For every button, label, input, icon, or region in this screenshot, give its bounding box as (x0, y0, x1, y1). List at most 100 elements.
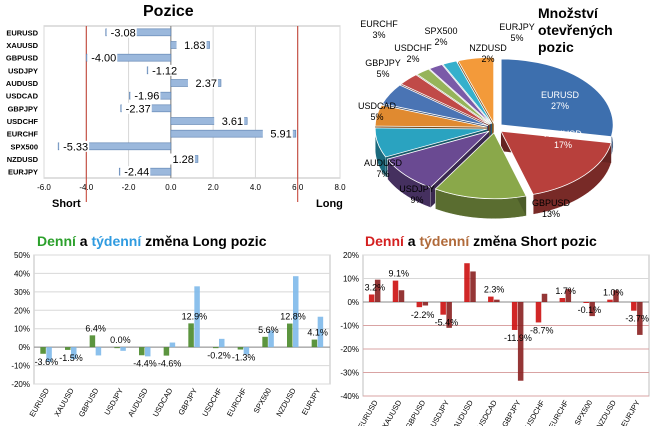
slice-pct-label: 5% (370, 112, 383, 122)
category-label: USDCHF (200, 386, 224, 418)
bar-denní-audusd (139, 347, 145, 356)
value-label: 5.91 (270, 129, 291, 141)
category-label: SPX500 (573, 399, 595, 426)
value-label: -1.12 (152, 65, 177, 77)
data-label: 2.3% (484, 285, 505, 295)
title-part: Denní (37, 233, 76, 249)
open-positions-title-line: otevřených (538, 22, 613, 38)
slice-usdjpy (386, 130, 490, 188)
category-label: EURJPY (300, 387, 323, 417)
long-change-chart: -20% -10% 0% 10% 20% 30% 40% 50% EURUSD -3.6% XAUU… (11, 251, 331, 418)
positions-title: Pozice (143, 3, 194, 20)
title-part: týdenní (419, 233, 470, 249)
bar-týdenní-eurusd (374, 279, 381, 302)
bar-eurchf (170, 129, 297, 138)
bar-týdenní-gbpjpy (194, 286, 200, 348)
open-positions-title: Množství otevřených pozic (538, 5, 613, 56)
data-label: 5.6% (258, 325, 279, 335)
bar-týdenní-usdchf (541, 293, 548, 302)
category-label: USDJPY (102, 387, 125, 417)
slice-name-label: EURCHF (360, 19, 398, 29)
positions-panel: Pozice -6.0 -4.0 -2.0 0.0 2.0 4.0 6.0 8.0 EURUSD… (0, 0, 348, 220)
value-label-bg (176, 39, 207, 51)
y-tick-label: -10% (340, 322, 359, 331)
y-tick-label: -20% (11, 380, 30, 389)
value-label: -3.08 (111, 27, 136, 39)
slice-gbpjpy (381, 84, 489, 127)
slice-spx500 (428, 64, 492, 125)
y-tick-label: 0% (347, 298, 359, 307)
data-label: -5.4% (435, 318, 459, 328)
bar-týdenní-usdchf (219, 338, 225, 348)
slice-name-label: XAUUSD (544, 129, 582, 139)
category-label: EURJPY (619, 399, 642, 426)
category-label: EURCHF (225, 386, 249, 418)
bar-týdenní-eurusd (46, 347, 52, 362)
y-tick-label: -30% (340, 369, 359, 378)
open-positions-title-line: Množství (538, 5, 598, 21)
value-label: -1.96 (134, 91, 159, 103)
y-tick-label: 0% (18, 343, 30, 352)
data-label: -4.4% (133, 358, 157, 368)
category-label: USDCAD (6, 92, 39, 101)
value-label-bg (87, 52, 118, 64)
category-label: GBPJPY (8, 104, 38, 113)
slice-pct-label: 2% (406, 54, 419, 64)
bar-denní-spx500 (262, 336, 268, 348)
y-tick-label: 10% (343, 275, 359, 284)
bar-týdenní-audusd (145, 347, 151, 357)
bar-denní-eurusd (368, 294, 375, 302)
value-label-bg (164, 153, 195, 165)
title-part: a (75, 233, 92, 249)
bar-týdenní-gbpusd (95, 347, 102, 356)
slice-name-label: GBPUSD (532, 198, 571, 208)
value-label-bg (106, 26, 137, 38)
slice-name-label: AUDUSD (364, 158, 403, 168)
bar-denní-gbpusd (89, 335, 96, 348)
bar-denní-nzdusd (607, 299, 613, 302)
category-label: USDJPY (8, 66, 38, 75)
x-tick-label: -6.0 (37, 183, 51, 192)
slice-pct-label: 13% (542, 209, 560, 219)
bar-denní-usdjpy (440, 302, 446, 315)
x-tick-label: 0.0 (165, 183, 177, 192)
category-label: NZDUSD (595, 398, 619, 426)
bar-týdenní-gbpjpy (517, 302, 524, 381)
slice-name-label: GBPJPY (365, 58, 401, 68)
slice-eurchf (400, 74, 490, 126)
y-tick-label: 30% (14, 288, 30, 297)
slice-name-label: NZDUSD (469, 43, 507, 53)
short-change-title: Denní a týdenní změna Short pozic (365, 233, 597, 249)
x-tick-label: 8.0 (334, 183, 346, 192)
data-label: 12.9% (182, 311, 208, 321)
y-tick-label: 20% (343, 251, 359, 260)
data-label: -2.2% (411, 310, 435, 320)
slice-eurjpy (457, 56, 495, 125)
category-label: SPX500 (10, 142, 38, 151)
slice-pct-label: 5% (376, 69, 389, 79)
value-label: -2.44 (124, 167, 149, 179)
category-label: EURUSD (6, 28, 38, 37)
bar-denní-eurjpy (631, 302, 637, 311)
bar-týdenní-audusd (470, 271, 476, 302)
bar-eurusd (105, 28, 172, 37)
slice-pct-label: 27% (551, 101, 569, 111)
data-label: 4.1% (307, 328, 328, 338)
bar-denní-usdjpy (114, 347, 120, 349)
y-tick-label: 40% (14, 269, 30, 278)
value-label-bg (130, 90, 161, 102)
value-label-bg (148, 64, 179, 76)
data-label: 1.0% (603, 288, 624, 298)
category-label: GBPUSD (6, 54, 39, 63)
plot-area (33, 254, 331, 385)
slice-name-label: EURUSD (541, 90, 580, 100)
bar-denní-nzdusd (287, 323, 293, 348)
slice-pct-label: 17% (554, 140, 572, 150)
value-label-bg (187, 77, 218, 89)
bar-usdchf (170, 117, 248, 125)
bar-denní-usdcad (163, 347, 170, 356)
x-tick-label: 2.0 (208, 183, 220, 192)
value-label-bg (120, 166, 151, 178)
title-part: změna Short pozic (469, 233, 597, 249)
bar-denní-usdchf (213, 347, 219, 349)
